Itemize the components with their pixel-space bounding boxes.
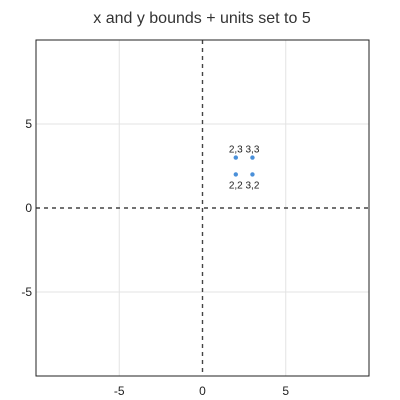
y-tick-label: 5 (25, 117, 32, 131)
point-labels: 2,3 3,3 2,2 3,2 (229, 145, 260, 192)
plot-frame (35, 39, 370, 377)
data-point-label: 2,3 (229, 145, 243, 156)
data-points (233, 155, 255, 177)
data-point (233, 155, 238, 160)
x-tick-label: 0 (199, 384, 206, 398)
zero-lines (36, 40, 369, 376)
y-tick-label: -5 (21, 285, 32, 299)
data-point (250, 172, 255, 177)
data-point-label: 3,3 (245, 145, 259, 156)
x-tick-label: 5 (282, 384, 289, 398)
data-point-label: 3,2 (245, 180, 259, 191)
chart-title: x and y bounds + units set to 5 (93, 10, 311, 27)
data-point (250, 155, 255, 160)
y-tick-label: 0 (25, 201, 32, 215)
data-point-label: 2,2 (229, 180, 243, 191)
x-tick-label: -5 (114, 384, 125, 398)
data-point (233, 172, 238, 177)
tick-labels: -5 0 5 -5 0 5 (21, 117, 289, 398)
